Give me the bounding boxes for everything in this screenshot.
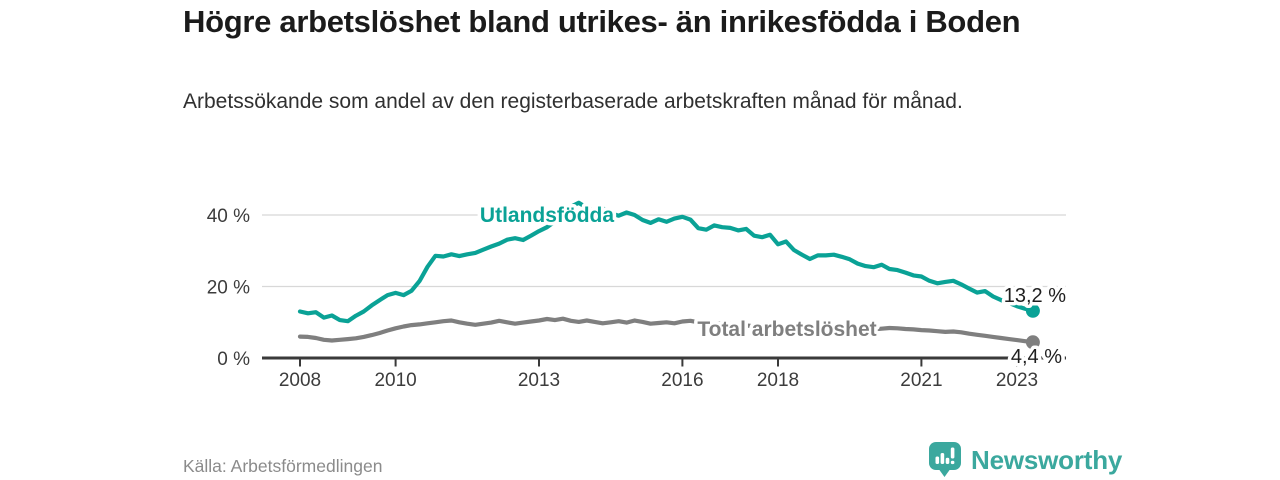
x-tick-label: 2010 — [374, 370, 416, 391]
axis-tick-marks — [299, 358, 1018, 367]
end-value-label-utlandsfodda: 13,2 % — [1004, 285, 1066, 307]
x-tick-label: 2021 — [900, 370, 942, 391]
y-tick-label: 0 % — [217, 349, 250, 370]
y-tick-label: 20 % — [207, 278, 250, 299]
series-lines — [297, 200, 1036, 345]
series-label-total-arbetsloshet: Total arbetslöshet — [697, 318, 876, 341]
x-tick-label: 2013 — [518, 370, 560, 391]
newsworthy-logo: Newsworthy — [928, 441, 1122, 479]
x-tick-label: 2023 — [996, 370, 1038, 391]
end-dot-utlandsfodda — [1025, 303, 1040, 318]
series-label-utlandsfodda: Utlandsfödda — [480, 204, 614, 227]
x-tick-label: 2008 — [279, 370, 321, 391]
newsworthy-bar-chart-icon — [929, 442, 961, 477]
page-title: Högre arbetslöshet bland utrikes- än inr… — [183, 4, 1021, 39]
newsworthy-logo-text: Newsworthy — [971, 444, 1123, 475]
x-tick-label: 2018 — [757, 370, 799, 391]
y-tick-label: 40 % — [207, 206, 250, 227]
end-value-label-total: 4,4 % — [1011, 346, 1062, 368]
x-tick-label: 2016 — [661, 370, 703, 391]
series-end-dots — [1025, 303, 1040, 350]
series-line-total — [297, 316, 1036, 345]
source-note: Källa: Arbetsförmedlingen — [183, 456, 383, 476]
gridlines — [262, 214, 1066, 288]
page-subtitle: Arbetssökande som andel av den registerb… — [183, 90, 963, 113]
axis-tick-labels: 40 % 20 % 0 % 2008 2010 2013 2016 2018 2021 2023 — [207, 206, 1038, 391]
series-line-utlandsfodda — [297, 200, 1036, 324]
end-dot-total — [1025, 335, 1040, 350]
